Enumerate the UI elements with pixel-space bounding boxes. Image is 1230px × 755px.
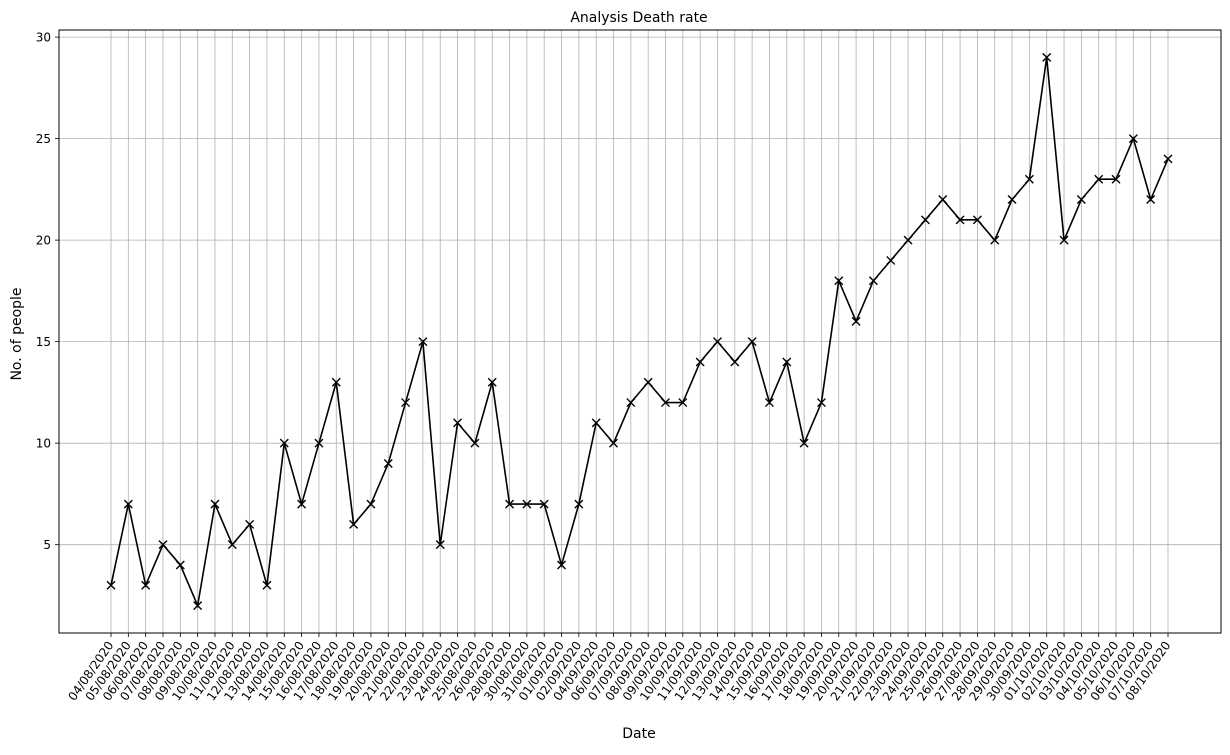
data-point-marker [990, 235, 1000, 245]
y-tick-label: 30 [36, 31, 51, 45]
y-tick-label: 20 [36, 234, 51, 248]
x-axis-label: Date [622, 726, 655, 742]
plot-area [58, 29, 1222, 634]
data-point-marker [1146, 195, 1156, 205]
y-axis-label: No. of people [9, 287, 25, 380]
y-axis: 5 10 15 20 25 30 [36, 31, 59, 552]
data-point-marker [175, 560, 185, 570]
data-point-marker [279, 438, 289, 448]
data-point-marker [660, 398, 670, 408]
data-point-marker [1007, 195, 1017, 205]
data-point-marker [262, 580, 272, 590]
data-point-marker [1111, 174, 1121, 184]
data-point-marker [487, 377, 497, 387]
data-point-marker [678, 398, 688, 408]
data-point-marker [764, 398, 774, 408]
x-axis: 04/08/202005/08/202006/08/202007/08/2020… [65, 633, 1173, 703]
data-point-marker [557, 560, 567, 570]
data-point-marker [868, 276, 878, 286]
data-point-marker [141, 580, 151, 590]
data-point-marker [1059, 235, 1069, 245]
data-point-marker [158, 540, 168, 550]
y-tick-label: 25 [36, 132, 51, 146]
data-point-marker [643, 377, 653, 387]
data-point-marker [955, 215, 965, 225]
data-point-marker [539, 499, 549, 509]
data-point-marker [886, 255, 896, 265]
data-point-marker [349, 519, 359, 529]
data-point-marker [106, 580, 116, 590]
data-point-marker [418, 337, 428, 347]
data-point-marker [435, 540, 445, 550]
data-point-marker [730, 357, 740, 367]
y-tick-label: 5 [43, 538, 51, 552]
data-point-marker [816, 398, 826, 408]
data-point-marker [920, 215, 930, 225]
data-point-marker [834, 276, 844, 286]
data-point-marker [1163, 154, 1173, 164]
data-point-marker [851, 316, 861, 326]
series-line [110, 57, 1169, 609]
data-point-marker [245, 519, 255, 529]
data-point-marker [591, 418, 601, 428]
data-point-marker [314, 438, 324, 448]
data-point-marker [505, 499, 515, 509]
data-point-marker [626, 398, 636, 408]
series-markers [106, 52, 1173, 611]
data-point-marker [1042, 52, 1052, 62]
grid [59, 30, 1221, 633]
data-point-marker [227, 540, 237, 550]
data-point-marker [470, 438, 480, 448]
data-point-marker [609, 438, 619, 448]
data-point-marker [695, 357, 705, 367]
data-point-marker [366, 499, 376, 509]
y-tick-label: 15 [36, 335, 51, 349]
data-point-marker [747, 337, 757, 347]
data-point-marker [1128, 134, 1138, 144]
data-point-marker [903, 235, 913, 245]
data-point-marker [522, 499, 532, 509]
data-point-marker [383, 458, 393, 468]
y-tick-label: 10 [36, 437, 51, 451]
data-point-marker [297, 499, 307, 509]
data-point-marker [799, 438, 809, 448]
data-point-marker [1024, 174, 1034, 184]
data-point-marker [782, 357, 792, 367]
data-point-marker [401, 398, 411, 408]
data-point-marker [1094, 174, 1104, 184]
data-point-marker [712, 337, 722, 347]
data-point-marker [453, 418, 463, 428]
data-point-marker [123, 499, 133, 509]
data-point-marker [210, 499, 220, 509]
data-point-marker [1076, 195, 1086, 205]
data-point-marker [574, 499, 584, 509]
data-point-marker [972, 215, 982, 225]
chart-title: Analysis Death rate [570, 10, 707, 26]
data-point-marker [193, 601, 203, 611]
data-point-marker [331, 377, 341, 387]
data-point-marker [938, 195, 948, 205]
